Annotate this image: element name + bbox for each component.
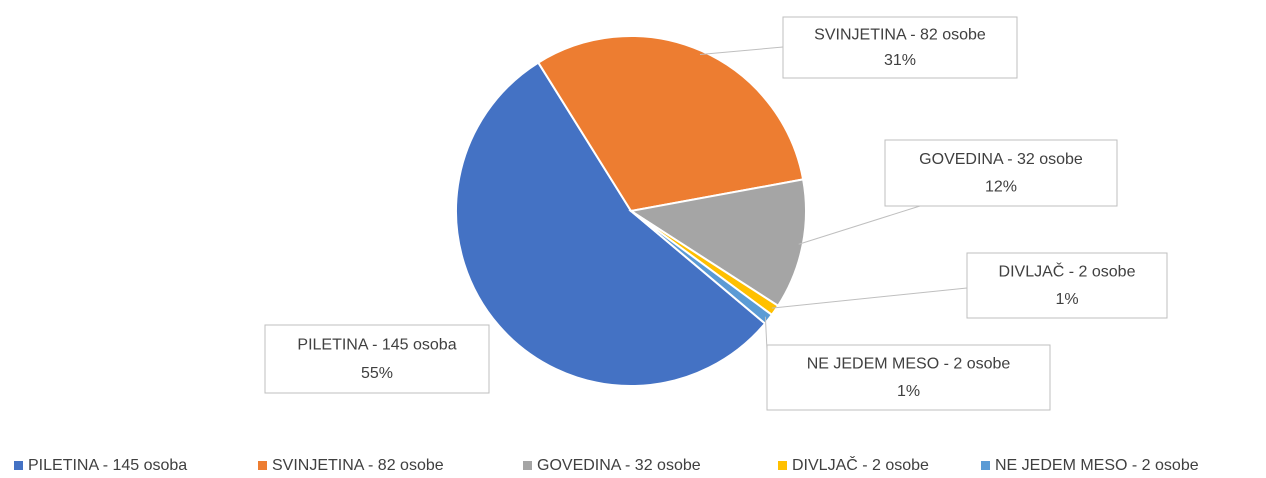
data-label-name: DIVLJAČ - 2 osobe [999,262,1136,281]
pie-slice [455,61,767,387]
legend-label: PILETINA - 145 osoba [28,457,187,474]
data-label-value: 31% [884,52,916,69]
data-label-box [264,324,490,394]
legend-swatch [258,461,267,470]
legend-swatch [981,461,990,470]
data-label-value: 1% [1055,291,1078,308]
legend-label: DIVLJAČ - 2 osobe [792,455,929,474]
legend-label: SVINJETINA - 82 osobe [272,457,444,474]
pie-slice [630,210,774,325]
data-label-box [782,16,1018,79]
data-label-box [766,344,1051,411]
data-label-value: 1% [897,383,920,400]
pie-slice [628,178,807,308]
data-label-name: SVINJETINA - 82 osobe [814,27,986,44]
pie-slice [536,35,805,213]
legend-swatch [778,461,787,470]
leader-line [699,46,784,56]
legend-label: GOVEDINA - 32 osobe [537,457,701,474]
data-label-value: 12% [985,179,1017,196]
legend-swatch [523,461,532,470]
leader-line [764,316,768,351]
data-label-name: NE JEDEM MESO - 2 osobe [807,356,1011,373]
data-label-name: GOVEDINA - 32 osobe [919,151,1083,168]
data-label-value: 55% [361,365,393,382]
data-label-box [966,252,1168,319]
leader-line [798,205,921,245]
data-label-box [884,139,1118,207]
leader-line [771,287,968,309]
legend-label: NE JEDEM MESO - 2 osobe [995,457,1199,474]
legend-swatch [14,461,23,470]
data-label-name: PILETINA - 145 osoba [297,337,456,354]
